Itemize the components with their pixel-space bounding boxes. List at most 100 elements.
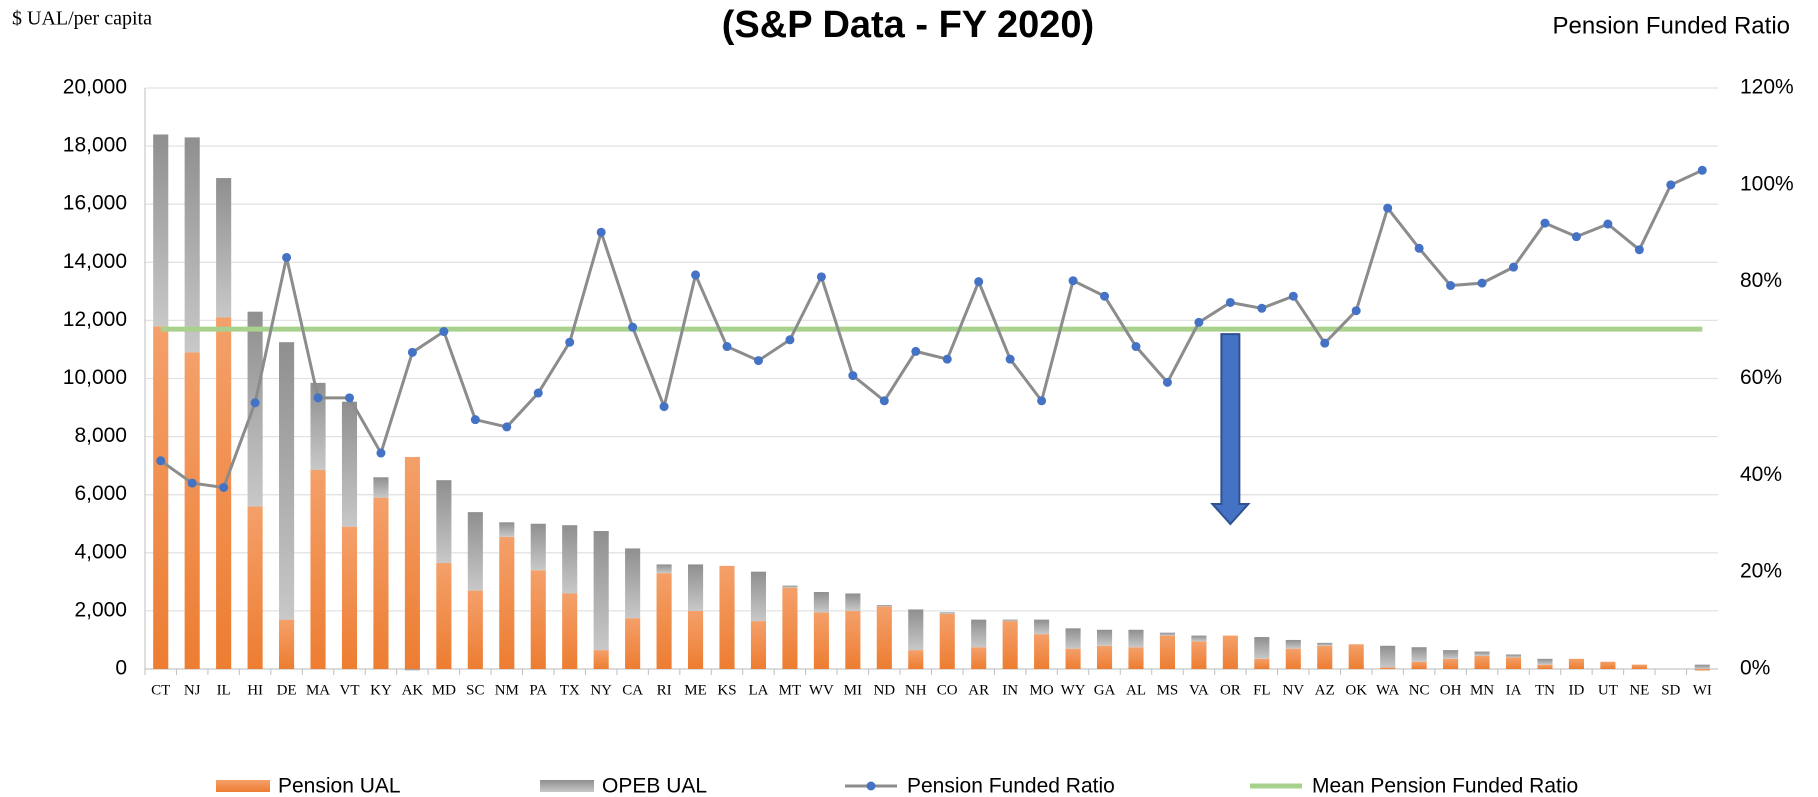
y-tick-label: 10,000 — [63, 366, 127, 389]
x-tick-label: NC — [1409, 682, 1430, 698]
line-marker — [1162, 377, 1172, 387]
y-tick-label: 14,000 — [63, 250, 127, 273]
bar — [656, 573, 672, 669]
bar — [813, 592, 829, 613]
line-marker — [439, 327, 449, 337]
bar — [279, 342, 295, 620]
line-marker — [1446, 281, 1456, 291]
line-marker — [1603, 219, 1613, 229]
y-tick-label: 16,000 — [63, 192, 127, 215]
bar — [1474, 655, 1490, 669]
x-tick-label: CA — [622, 682, 643, 698]
x-tick-label: RI — [657, 682, 672, 698]
bar — [1568, 658, 1584, 669]
x-tick-label: CT — [151, 682, 170, 698]
bar — [1254, 658, 1270, 669]
x-tick-label: OR — [1220, 682, 1241, 698]
bar — [436, 480, 452, 563]
line-marker — [1068, 276, 1078, 286]
bar — [247, 506, 263, 669]
y2-tick-label: 100% — [1740, 172, 1794, 195]
x-tick-label: NY — [590, 682, 612, 698]
line-marker — [1257, 303, 1267, 313]
bar — [1694, 669, 1710, 671]
bar — [1254, 637, 1270, 659]
y2-tick-label: 60% — [1740, 366, 1782, 389]
bar — [310, 470, 326, 669]
bar — [1065, 648, 1081, 669]
bar — [1474, 651, 1490, 656]
x-tick-label: ME — [684, 682, 707, 698]
y-tick-label: 6,000 — [74, 482, 127, 505]
line-marker — [1005, 354, 1015, 364]
x-tick-label: MN — [1470, 682, 1494, 698]
chart-title: (S&P Data - FY 2020) — [722, 4, 1094, 46]
line-marker — [282, 252, 292, 262]
bar — [656, 564, 672, 574]
line-marker — [1131, 342, 1141, 352]
line-marker — [722, 342, 732, 352]
bar — [467, 590, 483, 669]
bar — [467, 512, 483, 591]
bar — [1034, 619, 1050, 635]
line-marker — [879, 396, 889, 406]
y2-tick-label: 0% — [1740, 657, 1770, 680]
y-tick-label: 12,000 — [63, 308, 127, 331]
bar — [939, 613, 955, 669]
y2-tick-label: 20% — [1740, 560, 1782, 583]
y-tick-label: 20,000 — [63, 76, 127, 99]
bar — [1317, 642, 1333, 646]
line-marker — [1351, 306, 1361, 316]
bar — [625, 618, 641, 669]
x-tick-label: OH — [1440, 682, 1462, 698]
bar — [1443, 658, 1459, 669]
line-marker — [1288, 291, 1298, 301]
legend-label: Pension Funded Ratio — [907, 775, 1115, 797]
bar — [625, 548, 641, 619]
bar — [971, 647, 987, 669]
bar — [216, 178, 232, 318]
y2-tick-label: 80% — [1740, 269, 1782, 292]
bar — [593, 650, 609, 669]
bar — [499, 522, 515, 537]
bar — [404, 669, 420, 671]
line-marker — [376, 448, 386, 458]
bar — [184, 352, 200, 669]
y-tick-label: 0 — [115, 657, 127, 680]
x-tick-label: LA — [748, 682, 768, 698]
x-tick-label: AK — [402, 682, 424, 698]
bar — [184, 137, 200, 353]
line-marker — [974, 277, 984, 287]
line-marker — [533, 388, 543, 398]
line-marker — [156, 456, 166, 466]
legend-label: Pension UAL — [278, 775, 401, 797]
bar — [845, 593, 861, 611]
x-tick-label: GA — [1094, 682, 1116, 698]
bar — [750, 621, 767, 669]
bar — [1128, 629, 1144, 648]
y-tick-label: 18,000 — [63, 134, 127, 157]
x-tick-label: IL — [217, 682, 231, 698]
line-marker — [219, 482, 229, 492]
x-tick-label: WY — [1061, 682, 1086, 698]
x-tick-label: WI — [1693, 682, 1712, 698]
bar — [1600, 661, 1616, 669]
line-marker — [1194, 317, 1204, 327]
line-marker — [785, 335, 795, 345]
bar — [562, 525, 578, 594]
bar — [1694, 664, 1710, 669]
bar — [750, 571, 767, 622]
line-series — [159, 168, 1703, 490]
bar — [1411, 661, 1427, 669]
bar — [971, 619, 987, 648]
bar — [310, 382, 326, 471]
x-tick-label: SC — [466, 682, 484, 698]
legend-label: Mean Pension Funded Ratio — [1312, 775, 1578, 797]
bar — [1537, 658, 1553, 665]
x-tick-label: VA — [1189, 682, 1209, 698]
x-tick-label: KS — [717, 682, 736, 698]
bar — [530, 570, 546, 669]
x-tick-label: WA — [1376, 682, 1399, 698]
bar — [1631, 664, 1647, 669]
x-tick-label: IA — [1506, 682, 1522, 698]
